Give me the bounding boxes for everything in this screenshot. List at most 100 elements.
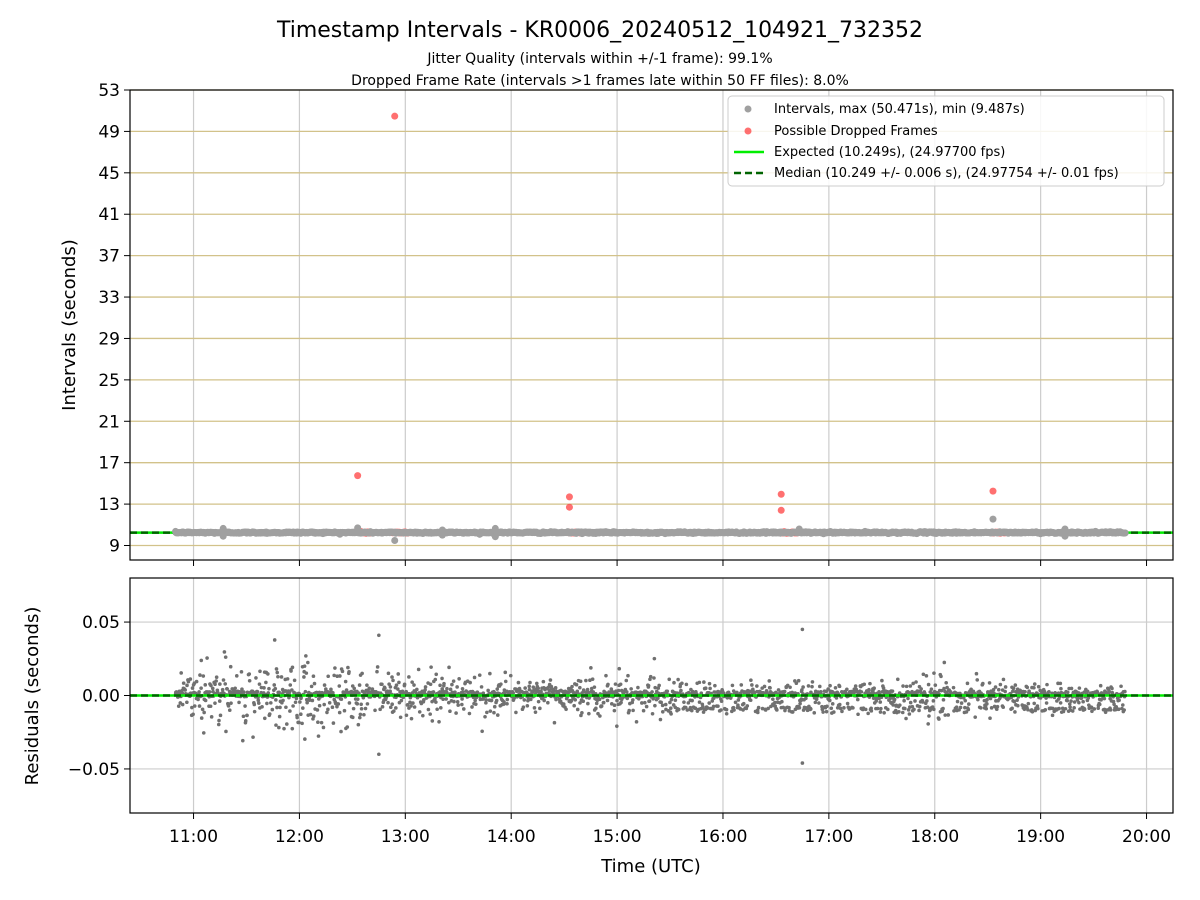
residual-point <box>375 665 380 669</box>
residual-point <box>288 683 293 687</box>
dropped-frame-point <box>354 472 362 480</box>
residual-point <box>605 698 610 703</box>
residual-point <box>707 701 711 705</box>
residual-point <box>642 700 647 705</box>
residual-point <box>303 689 308 694</box>
residual-point <box>398 715 403 720</box>
residual-point <box>423 688 427 692</box>
residual-point <box>300 721 304 726</box>
residual-point <box>358 712 363 717</box>
residual-point <box>450 682 454 687</box>
residual-point <box>669 706 673 710</box>
residual-point <box>322 683 327 687</box>
residual-point <box>1069 699 1073 703</box>
residual-point <box>261 691 266 695</box>
residual-point <box>529 697 533 702</box>
residual-point <box>541 679 546 684</box>
residual-point <box>239 690 243 695</box>
residual-point <box>810 684 814 689</box>
residual-point <box>780 699 784 704</box>
residual-point <box>365 702 370 706</box>
residual-point <box>890 689 895 693</box>
residual-point <box>719 708 723 712</box>
residual-point <box>673 698 678 703</box>
residual-point <box>468 680 472 685</box>
residual-point <box>927 714 931 718</box>
x-tick-label: 13:00 <box>381 827 430 847</box>
residual-point <box>350 715 355 720</box>
residual-point <box>433 696 437 701</box>
residual-point <box>943 713 948 717</box>
residual-point <box>581 699 586 704</box>
residual-point <box>421 713 425 718</box>
residual-point <box>442 681 446 686</box>
residual-point <box>703 686 708 691</box>
residual-point <box>452 699 456 704</box>
residual-point <box>554 697 558 702</box>
residual-point <box>1050 691 1054 696</box>
residual-point <box>660 703 665 708</box>
intervals-y-ticks: 9 13 17 21 25 29 33 37 41 45 49 53 <box>98 81 130 557</box>
dropped-frame-point <box>565 503 573 511</box>
residual-point <box>222 650 227 654</box>
residual-point <box>405 702 410 707</box>
residual-point <box>428 682 433 687</box>
residual-point <box>329 687 333 692</box>
residual-point <box>898 703 902 707</box>
residual-point <box>573 697 578 702</box>
residual-point <box>587 711 591 716</box>
residual-point <box>837 684 842 689</box>
residual-point <box>198 673 202 677</box>
residual-point <box>213 701 217 705</box>
residual-point <box>279 675 284 679</box>
residual-point <box>454 711 458 715</box>
residual-point <box>291 704 295 708</box>
residual-point <box>619 700 623 705</box>
residual-point <box>688 705 693 710</box>
residual-point <box>211 689 215 694</box>
residual-point <box>646 683 651 688</box>
residual-point <box>505 701 509 706</box>
residual-point <box>580 711 584 715</box>
residual-point <box>266 691 271 695</box>
residual-point <box>1110 686 1114 691</box>
chart-title: Timestamp Intervals - KR0006_20240512_10… <box>276 18 923 43</box>
residual-point <box>269 701 273 705</box>
residual-point <box>996 687 1001 692</box>
residual-point <box>1015 698 1019 702</box>
residual-point <box>736 698 741 702</box>
residual-point <box>335 704 339 709</box>
residual-point <box>536 699 541 704</box>
residual-point <box>287 695 291 700</box>
residual-point <box>919 687 923 691</box>
interval-point <box>354 524 362 532</box>
residual-point <box>1077 700 1081 705</box>
residual-point <box>201 731 206 735</box>
residual-point <box>386 671 391 676</box>
residual-point <box>987 681 992 685</box>
residual-point <box>1010 706 1014 711</box>
residual-point <box>289 669 293 673</box>
residual-point <box>438 683 442 688</box>
residual-point <box>1057 706 1061 711</box>
residual-point <box>988 696 993 701</box>
residual-point <box>1012 699 1017 704</box>
residual-point <box>315 708 320 712</box>
residual-point <box>311 714 316 719</box>
residual-point <box>989 706 994 710</box>
residual-point <box>1030 710 1035 714</box>
residual-point <box>917 708 921 713</box>
residual-point <box>394 683 399 687</box>
residual-point <box>810 680 815 684</box>
residual-point <box>650 712 655 716</box>
intervals-plot-frame <box>129 89 1174 561</box>
residual-point <box>440 676 444 681</box>
residual-point <box>626 673 630 678</box>
residual-point <box>345 725 350 729</box>
residual-point <box>800 627 805 632</box>
dropped-frame-point <box>777 490 785 498</box>
residual-point <box>718 690 722 694</box>
residual-point <box>904 716 908 721</box>
residual-point <box>606 682 610 687</box>
residual-point <box>394 706 398 710</box>
